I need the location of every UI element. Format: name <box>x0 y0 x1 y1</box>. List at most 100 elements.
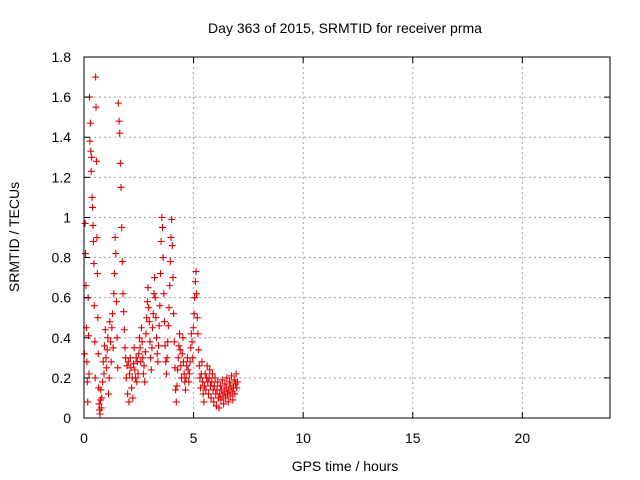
data-point <box>88 153 96 161</box>
data-point <box>224 398 232 406</box>
y-tick-label: 1.8 <box>52 49 72 65</box>
data-point <box>86 119 94 127</box>
x-tick-label: 5 <box>190 430 198 446</box>
x-axis-label: GPS time / hours <box>292 458 399 474</box>
data-point <box>172 386 180 394</box>
y-tick-label: 0.6 <box>52 290 72 306</box>
x-axis-ticks: 0 5 10 15 20 <box>80 57 530 446</box>
data-point <box>176 346 184 354</box>
data-point <box>107 338 115 346</box>
data-point <box>211 374 219 382</box>
data-point <box>87 147 95 155</box>
data-point <box>126 354 134 362</box>
data-point <box>99 358 107 366</box>
data-point <box>160 318 168 326</box>
data-point <box>214 378 222 386</box>
data-point <box>123 362 131 370</box>
data-point <box>233 384 241 392</box>
data-point <box>94 314 102 322</box>
data-point <box>117 183 125 191</box>
data-point <box>229 396 237 404</box>
data-point <box>107 358 115 366</box>
data-point <box>151 274 159 282</box>
data-point <box>206 366 214 374</box>
y-tick-label: 1.4 <box>52 129 72 145</box>
data-point <box>210 382 218 390</box>
data-point <box>191 278 199 286</box>
data-point <box>130 344 138 352</box>
data-point <box>145 318 153 326</box>
data-point <box>100 370 108 378</box>
data-point <box>86 137 94 145</box>
data-point <box>159 254 167 262</box>
data-point <box>116 129 124 137</box>
data-point <box>110 270 118 278</box>
data-point <box>92 103 100 111</box>
data-point <box>185 378 193 386</box>
data-point <box>149 324 157 332</box>
data-point <box>92 73 100 81</box>
data-point <box>177 362 185 370</box>
data-point <box>216 382 224 390</box>
data-point <box>164 322 172 330</box>
data-point <box>139 370 147 378</box>
data-point <box>144 284 152 292</box>
data-point <box>96 410 104 418</box>
data-point <box>191 294 199 302</box>
data-point <box>220 400 228 408</box>
data-point <box>88 193 96 201</box>
data-point <box>93 234 101 241</box>
data-point <box>189 354 197 362</box>
data-point <box>108 324 116 332</box>
data-point <box>182 374 190 382</box>
data-point <box>91 374 99 382</box>
data-point <box>156 302 164 310</box>
data-point <box>137 324 145 332</box>
data-point <box>142 330 150 338</box>
data-point <box>187 330 195 338</box>
y-tick-label: 1.6 <box>52 89 72 105</box>
data-point <box>201 382 209 390</box>
data-point <box>126 370 134 378</box>
data-point <box>195 362 203 370</box>
data-point <box>161 342 169 350</box>
data-point <box>101 342 109 350</box>
data-point <box>173 382 181 390</box>
data-point <box>135 334 143 342</box>
data-point <box>232 370 240 378</box>
data-point <box>92 157 100 165</box>
data-point <box>87 167 95 175</box>
data-point <box>175 342 183 350</box>
data-point <box>162 358 170 366</box>
data-point <box>155 322 163 330</box>
data-point <box>158 213 166 221</box>
data-point <box>143 314 151 322</box>
data-point <box>120 308 128 316</box>
data-point <box>101 326 109 334</box>
data-point <box>124 390 132 398</box>
data-point <box>168 215 176 223</box>
data-point <box>122 374 130 382</box>
data-point <box>109 344 117 352</box>
y-axis-ticks: 0 0.2 0.4 0.6 0.8 1 1.2 1.4 1.6 1.8 <box>52 49 610 426</box>
data-point <box>187 344 195 352</box>
data-point <box>221 380 229 388</box>
data-point <box>204 390 212 398</box>
data-point <box>125 398 133 406</box>
data-point <box>106 318 114 326</box>
data-point <box>104 334 112 342</box>
data-point <box>208 370 216 378</box>
data-point <box>208 378 216 386</box>
data-point <box>91 338 99 346</box>
data-point <box>170 338 178 346</box>
data-point <box>143 298 151 306</box>
data-point <box>89 238 97 246</box>
data-point <box>200 398 208 406</box>
data-point <box>207 394 215 402</box>
data-point <box>141 378 149 386</box>
data-point <box>147 354 155 362</box>
data-point <box>103 346 111 354</box>
data-point <box>155 342 163 350</box>
data-point <box>120 326 128 334</box>
data-point <box>133 378 141 386</box>
